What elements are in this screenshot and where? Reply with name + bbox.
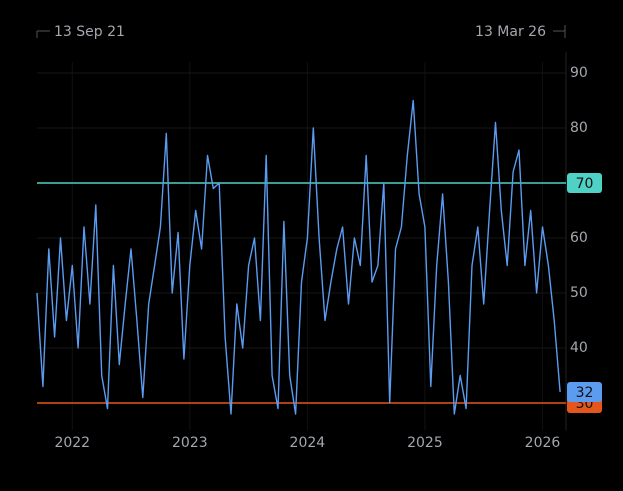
y-tick-label: 50 [570, 285, 588, 301]
level-badge [567, 173, 602, 193]
x-tick-label: 2022 [54, 435, 90, 451]
y-tick-label: 40 [570, 340, 588, 356]
y-tick-label: 60 [570, 230, 588, 246]
x-tick-label: 2025 [407, 435, 443, 451]
x-tick-label: 2026 [525, 435, 561, 451]
range-start: 13 Sep 21 [54, 24, 125, 40]
rsi-line [36, 99, 561, 415]
level-label: 70 [576, 176, 594, 192]
x-tick-label: 2024 [290, 435, 326, 451]
x-tick-label: 2023 [172, 435, 208, 451]
range-end: 13 Mar 26 [475, 24, 546, 40]
y-tick-label: 90 [570, 65, 588, 81]
y-tick-label: 80 [570, 120, 588, 136]
last-value-label: 32 [576, 385, 594, 401]
last-value-badge [567, 382, 602, 402]
